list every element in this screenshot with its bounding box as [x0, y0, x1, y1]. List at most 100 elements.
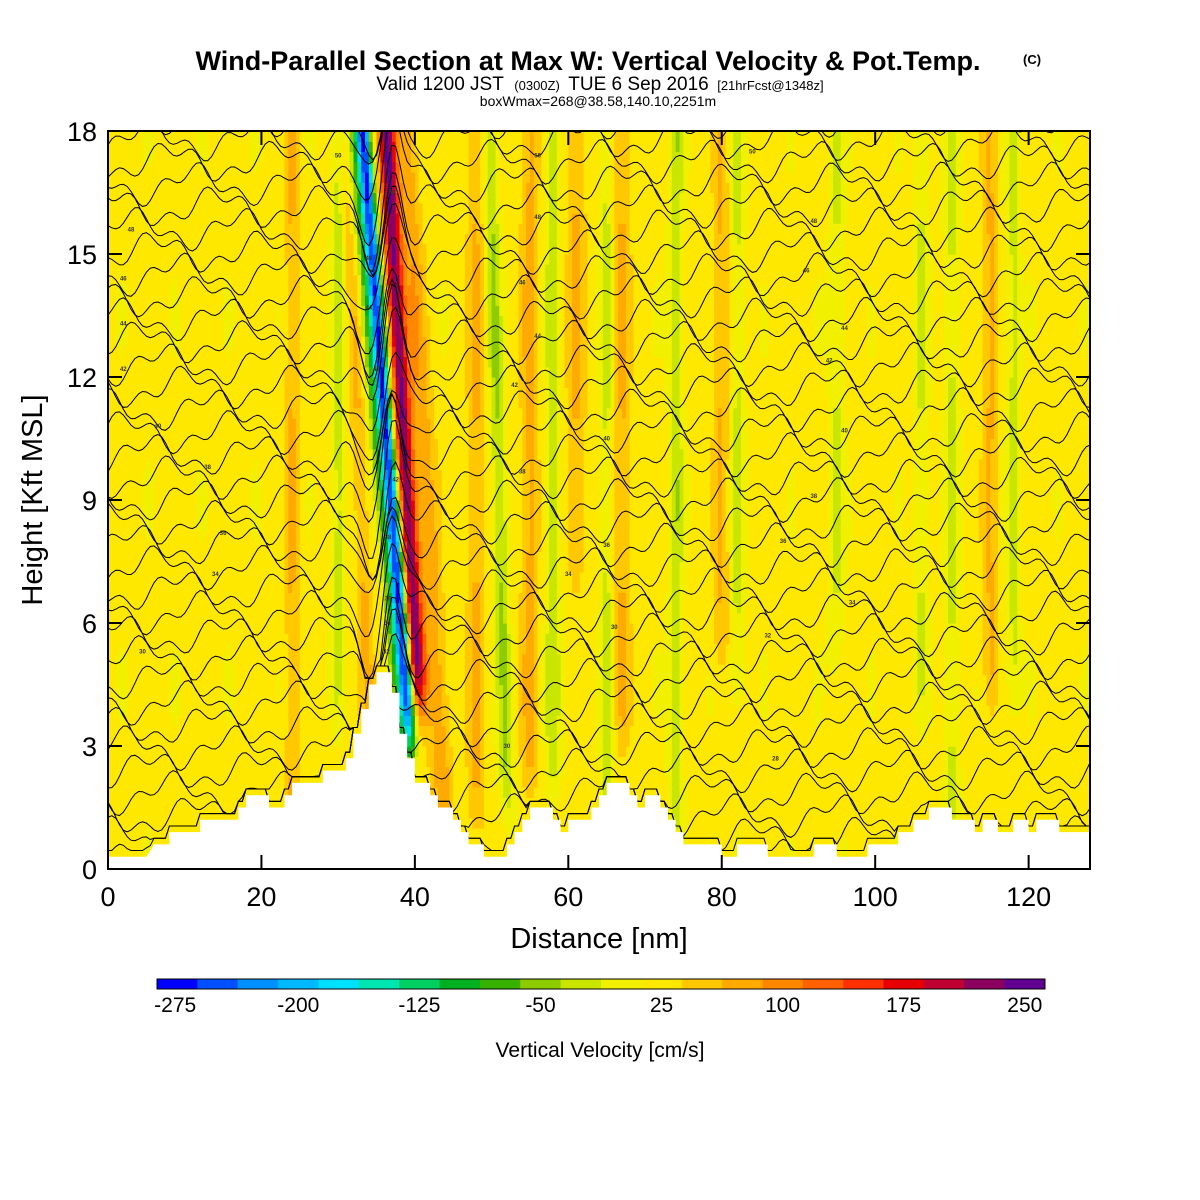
w-cell: [292, 202, 297, 214]
w-cell: [173, 243, 178, 255]
w-cell: [246, 264, 251, 276]
w-cell: [276, 551, 282, 563]
w-cell: [265, 254, 270, 265]
w-cell: [134, 151, 140, 163]
w-cell: [292, 346, 297, 358]
w-cell: [292, 397, 297, 409]
w-cell: [111, 459, 117, 470]
w-cell: [261, 715, 266, 727]
w-cell: [284, 172, 289, 183]
w-cell: [345, 377, 351, 388]
w-cell: [372, 653, 378, 665]
w-cell: [261, 305, 266, 317]
w-cell: [349, 182, 355, 194]
w-cell: [115, 418, 121, 429]
w-cell: [131, 735, 136, 747]
w-cell: [127, 213, 132, 224]
w-cell: [207, 274, 213, 286]
w-cell: [165, 807, 170, 819]
w-cell: [203, 715, 209, 727]
w-cell: [238, 459, 243, 470]
w-cell: [334, 305, 339, 317]
w-cell: [295, 561, 301, 573]
w-cell: [150, 366, 155, 378]
w-cell: [295, 284, 301, 296]
w-cell: [357, 592, 362, 604]
w-cell: [257, 776, 263, 788]
w-cell: [361, 510, 366, 522]
w-cell: [265, 172, 270, 183]
w-cell: [203, 202, 209, 214]
w-cell: [150, 500, 155, 511]
w-cell: [111, 643, 117, 655]
w-cell: [341, 418, 347, 429]
w-cell: [330, 254, 335, 265]
w-cell: [119, 838, 124, 850]
w-cell: [361, 459, 366, 470]
w-cell: [299, 582, 305, 593]
w-cell: [341, 223, 347, 235]
w-cell: [311, 356, 316, 368]
w-cell: [211, 674, 217, 686]
w-cell: [349, 315, 355, 327]
w-cell: [338, 746, 343, 757]
w-cell: [111, 612, 117, 624]
w-cell: [257, 520, 263, 532]
w-cell: [223, 602, 228, 614]
w-cell: [307, 653, 312, 665]
w-cell: [338, 172, 343, 183]
w-cell: [345, 141, 351, 153]
w-cell: [134, 182, 140, 194]
w-cell: [326, 438, 332, 450]
w-cell: [284, 561, 289, 573]
w-cell: [246, 551, 251, 563]
w-cell: [127, 828, 132, 839]
w-cell: [326, 274, 332, 286]
w-cell: [361, 161, 366, 173]
w-cell: [315, 664, 320, 675]
w-cell: [219, 592, 224, 604]
w-cell: [188, 243, 193, 255]
w-cell: [303, 428, 309, 440]
w-cell: [154, 254, 159, 265]
w-cell: [165, 612, 170, 624]
w-cell: [338, 274, 343, 286]
w-cell: [161, 500, 167, 511]
w-cell: [134, 346, 140, 358]
w-cell: [284, 571, 289, 583]
w-cell: [200, 346, 205, 358]
w-cell: [184, 131, 190, 142]
w-cell: [315, 243, 320, 255]
w-cell: [196, 387, 201, 399]
w-cell: [334, 161, 339, 173]
w-cell: [246, 653, 251, 665]
w-cell: [154, 192, 159, 204]
w-cell: [326, 172, 332, 183]
w-cell: [142, 397, 147, 409]
w-cell: [253, 612, 259, 624]
w-cell: [226, 448, 232, 460]
w-cell: [169, 776, 174, 788]
w-cell: [315, 653, 320, 665]
w-cell: [219, 233, 224, 245]
w-cell: [288, 172, 293, 183]
w-cell: [169, 787, 174, 798]
w-cell: [257, 561, 263, 573]
w-cell: [161, 182, 167, 194]
w-cell: [295, 746, 301, 757]
w-cell: [115, 582, 121, 593]
w-cell: [265, 746, 270, 757]
w-cell: [357, 151, 362, 163]
w-cell: [326, 500, 332, 511]
w-cell: [253, 674, 259, 686]
w-cell: [127, 141, 132, 153]
w-cell: [111, 571, 117, 583]
w-cell: [180, 336, 186, 347]
w-cell: [269, 213, 274, 224]
w-cell: [311, 592, 316, 604]
w-cell: [196, 366, 201, 378]
w-cell: [215, 407, 220, 419]
w-cell: [234, 387, 240, 399]
w-cell: [330, 284, 335, 296]
w-cell: [150, 612, 155, 624]
